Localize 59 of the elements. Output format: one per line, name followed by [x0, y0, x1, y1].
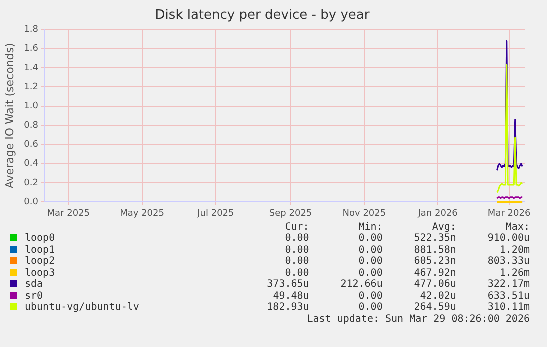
- y-tick-label: 1.2: [24, 82, 39, 92]
- text: 182.93u: [266, 302, 310, 314]
- y-tick-label: 1.0: [24, 102, 39, 112]
- text: 0.00: [358, 268, 383, 279]
- text: 803.33u: [486, 256, 530, 268]
- text: 322.17m: [486, 279, 530, 290]
- legend-label: loop2: [24, 256, 56, 268]
- text: 1.26m: [498, 268, 530, 279]
- text: Min:: [358, 222, 383, 233]
- text: 0.00: [358, 244, 383, 256]
- text: 467.92n: [413, 268, 456, 279]
- text: 0.00: [284, 268, 310, 279]
- y-tick-label: 1.4: [24, 63, 39, 74]
- x-tick-label: Jul 2025: [196, 208, 234, 219]
- y-tick-label: 0.4: [24, 159, 39, 170]
- text: Cur:: [284, 222, 310, 233]
- text: 633.51u: [486, 290, 530, 302]
- legend-label: loop3: [24, 268, 56, 279]
- x-tick-label: Mar 2025: [47, 208, 90, 219]
- y-tick-label: 1.6: [24, 44, 39, 54]
- text: 264.59u: [413, 302, 456, 314]
- y-tick-label: 0.8: [24, 120, 39, 131]
- text: 373.65u: [266, 279, 310, 290]
- x-tick-label: Jan 2026: [417, 208, 458, 219]
- text: 49.48u: [272, 290, 310, 302]
- text: 605.23n: [413, 256, 456, 268]
- text: 310.11m: [486, 302, 530, 314]
- x-tick-label: Sep 2025: [269, 208, 312, 219]
- y-tick-label: 0.2: [24, 178, 39, 188]
- y-tick-label: 0.0: [24, 198, 39, 208]
- text: Avg:: [431, 222, 456, 233]
- legend-label: sda: [24, 279, 44, 290]
- text: 212.66u: [340, 279, 383, 290]
- x-tick-label: Nov 2025: [342, 208, 386, 219]
- x-tick-label: Mar 2026: [488, 208, 531, 219]
- text: 0.00: [358, 302, 383, 314]
- legend-label: sr0: [24, 290, 44, 302]
- text: 0.00: [358, 290, 383, 302]
- text: 0.00: [284, 233, 310, 244]
- text: 1.20m: [498, 244, 530, 256]
- text: 0.00: [284, 244, 310, 256]
- x-tick-label: May 2025: [120, 208, 164, 219]
- text: 0.00: [358, 233, 383, 244]
- text: Last update: Sun Mar 29 08:26:00 2026: [306, 314, 530, 326]
- legend-label: loop1: [24, 244, 56, 256]
- text: 881.58n: [413, 244, 456, 256]
- text: 0.00: [358, 256, 383, 268]
- text: 477.06u: [413, 279, 456, 290]
- legend-label: loop0: [24, 233, 56, 244]
- y-axis-title: Average IO Wait (seconds): [3, 43, 16, 189]
- text: 42.02u: [419, 290, 456, 302]
- chart-title: Disk latency per device - by year: [155, 8, 370, 24]
- text: 0.00: [284, 256, 310, 268]
- text: Max:: [504, 222, 530, 233]
- y-tick-label: 0.6: [24, 140, 39, 150]
- y-tick-label: 1.8: [24, 24, 39, 35]
- text: 522.35n: [413, 233, 456, 244]
- text: 910.00u: [486, 233, 530, 244]
- legend-label: ubuntu-vg/ubuntu-lv: [24, 302, 140, 314]
